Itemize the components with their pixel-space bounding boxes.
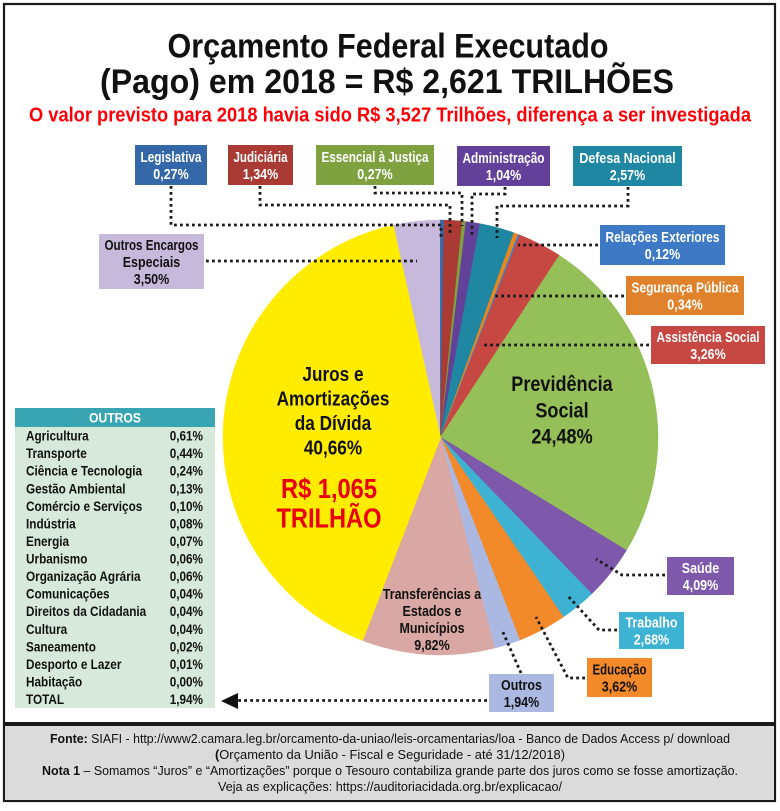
svg-text:Urbanismo: Urbanismo [26, 551, 87, 567]
svg-text:24,48%: 24,48% [531, 426, 593, 449]
svg-text:Saneamento: Saneamento [26, 638, 96, 654]
svg-text:Defesa Nacional: Defesa Nacional [579, 151, 675, 167]
svg-text:Estados e: Estados e [403, 604, 462, 620]
svg-text:1,94%: 1,94% [170, 691, 204, 707]
svg-text:0,27%: 0,27% [153, 167, 188, 183]
svg-text:Educação: Educação [593, 663, 647, 679]
svg-text:0,27%: 0,27% [357, 167, 392, 183]
svg-text:1,34%: 1,34% [243, 167, 278, 183]
svg-text:Transferências a: Transferências a [383, 587, 482, 603]
svg-text:(Orçamento da União - Fiscal e: (Orçamento da União - Fiscal e Seguridad… [215, 747, 565, 762]
svg-text:0,10%: 0,10% [170, 498, 204, 514]
svg-text:9,82%: 9,82% [414, 638, 449, 654]
svg-text:Indústria: Indústria [26, 515, 76, 531]
svg-text:1,94%: 1,94% [504, 695, 539, 711]
svg-text:0,07%: 0,07% [170, 533, 204, 549]
svg-text:0,02%: 0,02% [170, 638, 204, 654]
svg-text:0,12%: 0,12% [645, 247, 680, 263]
svg-text:0,01%: 0,01% [170, 656, 204, 672]
svg-text:0,06%: 0,06% [170, 568, 204, 584]
svg-text:Veja as explicações: https://a: Veja as explicações: https://auditoriaci… [218, 779, 562, 794]
svg-text:40,66%: 40,66% [304, 438, 362, 460]
svg-text:0,00%: 0,00% [170, 674, 204, 690]
svg-text:Assistência Social: Assistência Social [657, 330, 760, 346]
svg-text:Orçamento Federal Executado: Orçamento Federal Executado [168, 28, 609, 66]
svg-text:Previdência: Previdência [511, 373, 613, 396]
svg-text:Ciência e Tecnologia: Ciência e Tecnologia [26, 463, 142, 479]
svg-text:da Dívida: da Dívida [295, 413, 372, 435]
svg-text:0,04%: 0,04% [170, 603, 204, 619]
svg-text:Especiais: Especiais [123, 255, 181, 271]
svg-text:Legislativa: Legislativa [141, 150, 203, 166]
svg-text:0,44%: 0,44% [170, 445, 204, 461]
svg-text:Social: Social [535, 400, 588, 423]
svg-text:(Pago) em 2018 = R$ 2,621 TRIL: (Pago) em 2018 = R$ 2,621 TRILHÕES [100, 63, 674, 101]
svg-text:3,50%: 3,50% [134, 272, 169, 288]
svg-text:0,04%: 0,04% [170, 621, 204, 637]
svg-text:Comunicações: Comunicações [26, 586, 110, 602]
svg-text:Segurança Pública: Segurança Pública [632, 281, 740, 297]
svg-text:Amortizações: Amortizações [277, 389, 390, 411]
svg-text:Trabalho: Trabalho [626, 616, 678, 632]
svg-text:Habitação: Habitação [26, 674, 82, 690]
svg-text:Judiciária: Judiciária [234, 150, 289, 166]
svg-text:OUTROS: OUTROS [89, 411, 141, 426]
svg-text:Agricultura: Agricultura [26, 428, 89, 444]
svg-text:Juros e: Juros e [302, 364, 363, 386]
svg-text:4,09%: 4,09% [683, 578, 718, 594]
svg-text:Nota 1 – Somamos “Juros” e “Am: Nota 1 – Somamos “Juros” e “Amortizações… [42, 763, 738, 778]
svg-text:3,26%: 3,26% [690, 347, 725, 363]
svg-text:0,34%: 0,34% [667, 298, 702, 314]
svg-text:0,04%: 0,04% [170, 586, 204, 602]
svg-text:Relações Exteriores: Relações Exteriores [606, 230, 720, 246]
svg-text:Gestão Ambiental: Gestão Ambiental [26, 480, 126, 496]
svg-text:Municípios: Municípios [399, 621, 464, 637]
svg-text:R$ 1,065: R$ 1,065 [281, 473, 377, 504]
svg-text:Essencial à Justiça: Essencial à Justiça [322, 150, 430, 166]
svg-text:Comércio e Serviços: Comércio e Serviços [26, 498, 142, 514]
svg-text:Organização Agrária: Organização Agrária [26, 568, 141, 584]
svg-text:Cultura: Cultura [26, 621, 67, 637]
svg-text:Administração: Administração [463, 151, 545, 167]
svg-text:2,68%: 2,68% [634, 633, 669, 649]
svg-text:0,61%: 0,61% [170, 428, 204, 444]
svg-text:Transporte: Transporte [26, 445, 87, 461]
svg-text:Saúde: Saúde [682, 561, 719, 577]
svg-text:0,13%: 0,13% [170, 480, 204, 496]
svg-text:1,04%: 1,04% [486, 168, 521, 184]
svg-text:0,24%: 0,24% [170, 463, 204, 479]
svg-text:0,06%: 0,06% [170, 551, 204, 567]
svg-text:0,08%: 0,08% [170, 515, 204, 531]
svg-text:Outros Encargos: Outros Encargos [105, 238, 199, 254]
svg-text:2,57%: 2,57% [610, 168, 645, 184]
svg-text:Energia: Energia [26, 533, 69, 549]
svg-text:Direitos da Cidadania: Direitos da Cidadania [26, 603, 146, 619]
svg-text:TRILHÃO: TRILHÃO [276, 503, 381, 534]
svg-text:Fonte: SIAFI - http://www2.cam: Fonte: SIAFI - http://www2.camara.leg.br… [50, 731, 730, 746]
svg-text:3,62%: 3,62% [602, 680, 637, 696]
svg-text:Outros: Outros [501, 678, 542, 694]
svg-text:O valor previsto para 2018 hav: O valor previsto para 2018 havia sido R$… [29, 105, 752, 127]
svg-text:TOTAL: TOTAL [26, 691, 64, 707]
svg-text:Desporto e Lazer: Desporto e Lazer [26, 656, 122, 672]
